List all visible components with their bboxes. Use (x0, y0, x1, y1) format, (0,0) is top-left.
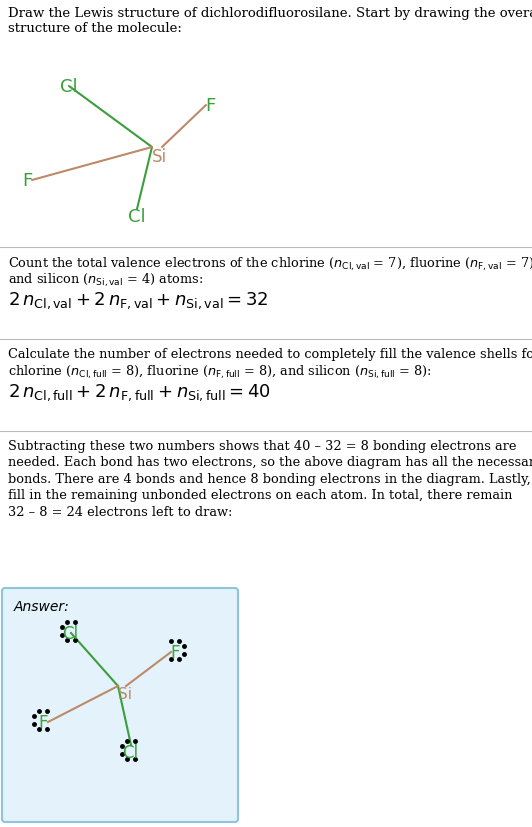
Text: Count the total valence electrons of the chlorine ($n_{\mathrm{Cl,val}}$ = 7), f: Count the total valence electrons of the… (8, 256, 532, 273)
Text: Cl: Cl (60, 78, 78, 96)
Text: chlorine ($n_{\mathrm{Cl,full}}$ = 8), fluorine ($n_{\mathrm{F,full}}$ = 8), and: chlorine ($n_{\mathrm{Cl,full}}$ = 8), f… (8, 364, 432, 380)
Text: 32 – 8 = 24 electrons left to draw:: 32 – 8 = 24 electrons left to draw: (8, 505, 232, 519)
Text: Cl: Cl (122, 743, 138, 761)
Text: needed. Each bond has two electrons, so the above diagram has all the necessary: needed. Each bond has two electrons, so … (8, 456, 532, 469)
Text: Calculate the number of electrons needed to completely fill the valence shells f: Calculate the number of electrons needed… (8, 347, 532, 361)
Text: F: F (38, 713, 47, 731)
Text: Cl: Cl (62, 624, 78, 643)
Text: structure of the molecule:: structure of the molecule: (8, 22, 182, 35)
Text: fill in the remaining unbonded electrons on each atom. In total, there remain: fill in the remaining unbonded electrons… (8, 489, 512, 502)
Text: Draw the Lewis structure of dichlorodifluorosilane. Start by drawing the overall: Draw the Lewis structure of dichlorodifl… (8, 7, 532, 20)
Text: F: F (170, 643, 179, 662)
Text: $2\,n_{\mathrm{Cl,val}} + 2\,n_{\mathrm{F,val}} + n_{\mathrm{Si,val}} = 32$: $2\,n_{\mathrm{Cl,val}} + 2\,n_{\mathrm{… (8, 289, 269, 310)
Text: Subtracting these two numbers shows that 40 – 32 = 8 bonding electrons are: Subtracting these two numbers shows that… (8, 439, 517, 452)
Text: bonds. There are 4 bonds and hence 8 bonding electrons in the diagram. Lastly,: bonds. There are 4 bonds and hence 8 bon… (8, 472, 531, 485)
Text: Answer:: Answer: (14, 600, 70, 614)
Text: Si: Si (152, 148, 167, 165)
Text: F: F (22, 172, 32, 189)
Text: Cl: Cl (128, 208, 146, 226)
Text: $2\,n_{\mathrm{Cl,full}} + 2\,n_{\mathrm{F,full}} + n_{\mathrm{Si,full}} = 40$: $2\,n_{\mathrm{Cl,full}} + 2\,n_{\mathrm… (8, 381, 271, 402)
Text: and silicon ($n_{\mathrm{Si,val}}$ = 4) atoms:: and silicon ($n_{\mathrm{Si,val}}$ = 4) … (8, 272, 203, 289)
FancyBboxPatch shape (2, 588, 238, 822)
Text: F: F (205, 97, 215, 115)
Text: Si: Si (118, 686, 132, 701)
